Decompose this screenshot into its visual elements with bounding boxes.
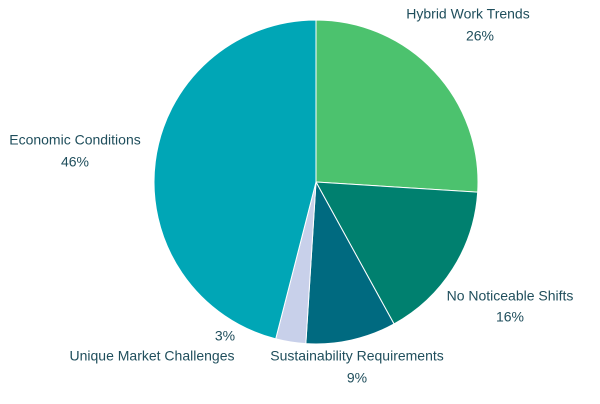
pie-slice [315, 181, 479, 325]
pie-slice [153, 19, 317, 340]
slice-label: Hybrid Work Trends [406, 6, 529, 22]
pie-slice [305, 180, 395, 345]
slice-label: No Noticeable Shifts [447, 288, 574, 304]
pie-slice [315, 19, 479, 193]
value-label: 26% [466, 28, 494, 44]
value-label: 9% [347, 370, 367, 386]
slice-label: Unique Market Challenges [70, 348, 235, 364]
slice-label: Economic Conditions [9, 132, 141, 148]
value-label: 16% [496, 309, 524, 325]
value-label: 3% [215, 328, 235, 344]
value-label: 46% [61, 154, 89, 170]
slice-label: Sustainability Requirements [270, 348, 444, 364]
